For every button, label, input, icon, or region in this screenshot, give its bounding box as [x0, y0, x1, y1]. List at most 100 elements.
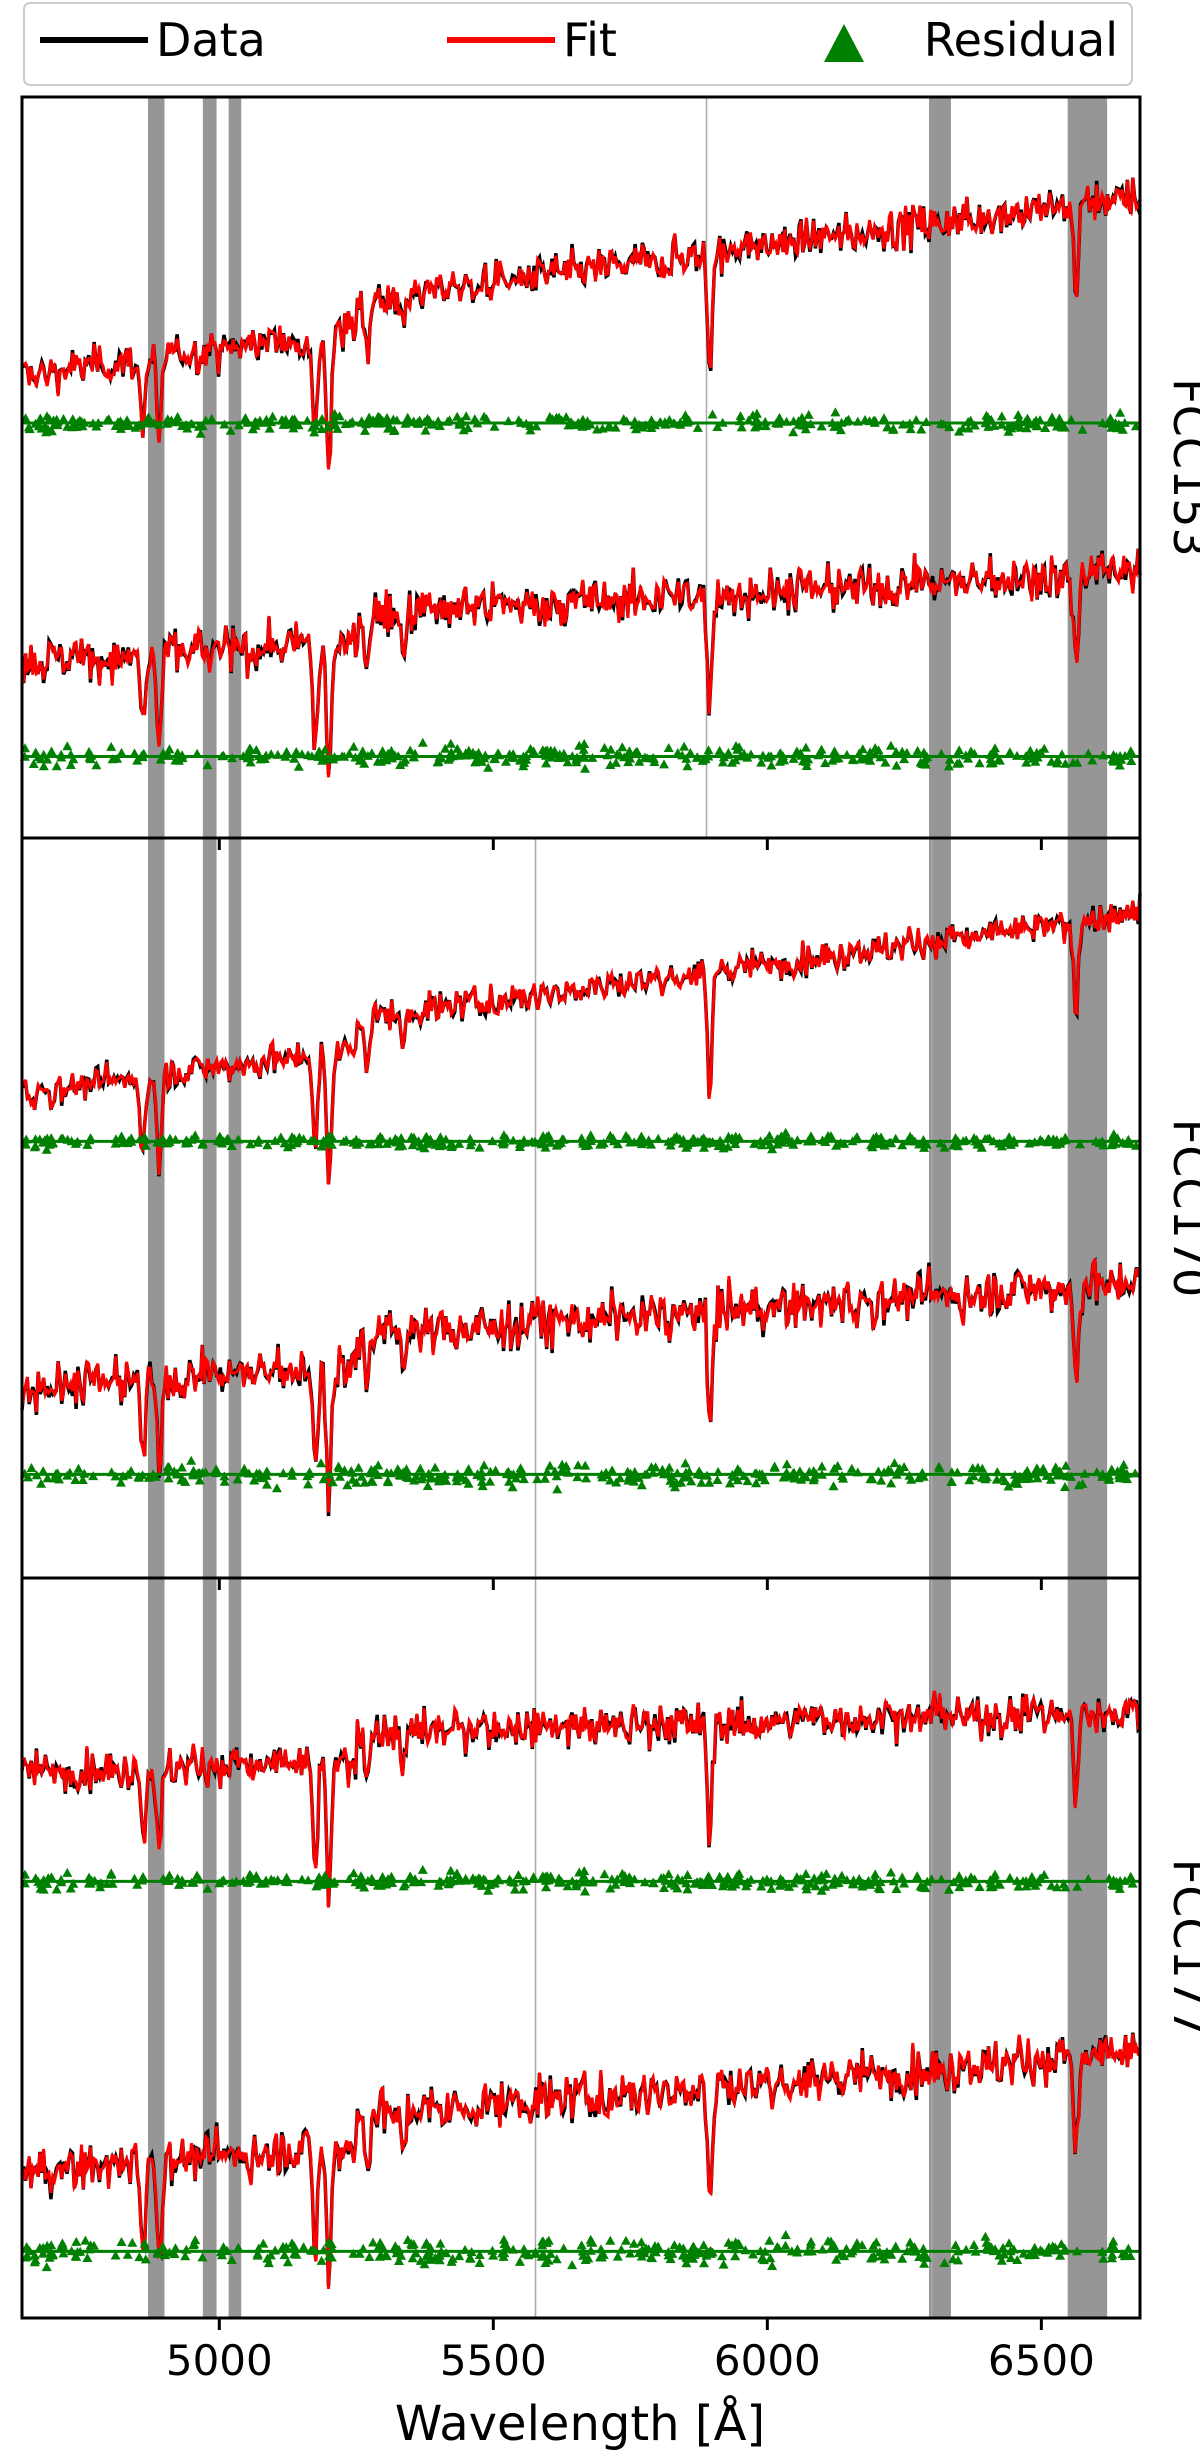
residual-point	[658, 1872, 669, 1882]
residual-point	[696, 1477, 707, 1487]
residual-point	[1037, 1465, 1048, 1475]
residual-point	[271, 1483, 282, 1493]
residual-point	[715, 1135, 726, 1145]
masked-region	[148, 838, 165, 1578]
residual-point	[879, 1467, 889, 1477]
residual-point	[186, 1455, 197, 1465]
residual-point	[21, 1134, 32, 1144]
residual-point	[452, 411, 463, 421]
residual-point	[714, 745, 725, 755]
residual-point	[163, 1875, 174, 1885]
residual-point	[890, 1133, 901, 1143]
spectrum-series	[19, 893, 1142, 1517]
residual-point	[791, 746, 802, 756]
residual-point	[454, 419, 465, 429]
residual-point	[646, 423, 657, 432]
residual-point	[833, 1877, 844, 1887]
residual-point	[659, 1883, 669, 1892]
residual-point	[636, 2251, 647, 2261]
residual-point	[870, 1874, 881, 1884]
residual-point	[70, 2251, 81, 2261]
residual-point	[377, 746, 388, 756]
residual-point	[396, 1133, 407, 1142]
residual-point	[316, 1458, 326, 1468]
residual-point	[597, 423, 608, 433]
residual-point	[1107, 1140, 1117, 1150]
residual-point	[576, 2240, 587, 2250]
residual-point	[829, 746, 840, 756]
residual-point	[1031, 415, 1042, 425]
residual-point	[445, 1865, 456, 1875]
residual-point	[642, 753, 653, 763]
residual-point	[984, 2241, 995, 2251]
residual-point	[1036, 1873, 1047, 1883]
residual-point	[133, 1472, 144, 1482]
residual-point	[996, 419, 1007, 429]
residual-point	[197, 2252, 208, 2262]
residual-point	[796, 1875, 807, 1885]
panel-frame	[20, 1576, 1142, 2320]
residual-point	[251, 417, 262, 427]
residual-point	[781, 416, 792, 426]
residual-point	[980, 2231, 991, 2241]
residual-point	[182, 423, 193, 433]
residual-point	[563, 420, 574, 430]
residual-point	[816, 1461, 827, 1471]
residual-point	[188, 1877, 199, 1887]
residual-point	[357, 746, 368, 756]
residual-point	[826, 1131, 836, 1141]
legend-fit-label: Fit	[563, 13, 617, 67]
residual-point	[518, 1474, 529, 1484]
residual-point	[420, 2239, 431, 2249]
residual-point	[163, 1473, 174, 1483]
residual-point	[623, 1133, 634, 1143]
masked-region	[228, 1578, 242, 2318]
residual-point	[245, 757, 256, 767]
residual-point	[610, 1879, 621, 1889]
residual-point	[472, 418, 483, 428]
residual-point	[848, 1879, 859, 1889]
residual-point	[619, 1877, 630, 1886]
residual-point	[650, 2247, 661, 2257]
residual-point	[920, 757, 931, 767]
residual-point	[30, 1134, 41, 1144]
residual-point	[730, 1139, 741, 1148]
residual-point	[129, 1873, 140, 1883]
residual-point	[252, 2248, 263, 2258]
residual-point	[452, 743, 463, 753]
residual-point	[281, 2242, 292, 2252]
legend: Data Fit Residual	[23, 2, 1133, 86]
residual-point	[1108, 750, 1119, 759]
residual-point	[318, 1474, 329, 1484]
residual-point	[282, 2257, 293, 2267]
residual-point	[474, 2258, 485, 2267]
residual-point	[71, 2236, 82, 2246]
residual-point	[79, 1468, 90, 1478]
residual-point	[381, 1138, 392, 1148]
residual-point	[985, 1878, 996, 1888]
residual-point	[28, 759, 39, 768]
residual-point	[405, 1871, 416, 1881]
residual-point	[1130, 421, 1141, 431]
fit-line	[20, 2033, 1142, 2289]
residual-point	[974, 1882, 985, 1891]
residual-point	[518, 1876, 529, 1886]
residual-point	[969, 748, 980, 758]
residual-point	[904, 1470, 915, 1480]
residual-point	[623, 757, 634, 767]
residual-point	[629, 1472, 640, 1482]
residual-point	[547, 414, 558, 424]
residual-point	[218, 2246, 229, 2255]
residual-point	[84, 1872, 94, 1882]
residual-point	[463, 745, 474, 755]
residual-point	[453, 750, 464, 760]
residual-point	[649, 757, 660, 766]
residual-point	[497, 2248, 508, 2258]
residual-point	[1123, 2243, 1134, 2253]
residual-point	[353, 1462, 364, 1472]
residual-point	[703, 751, 714, 761]
residual-point	[51, 761, 62, 771]
residual-point	[337, 751, 348, 761]
residual-point	[669, 2240, 680, 2250]
residual-point	[703, 1871, 714, 1881]
